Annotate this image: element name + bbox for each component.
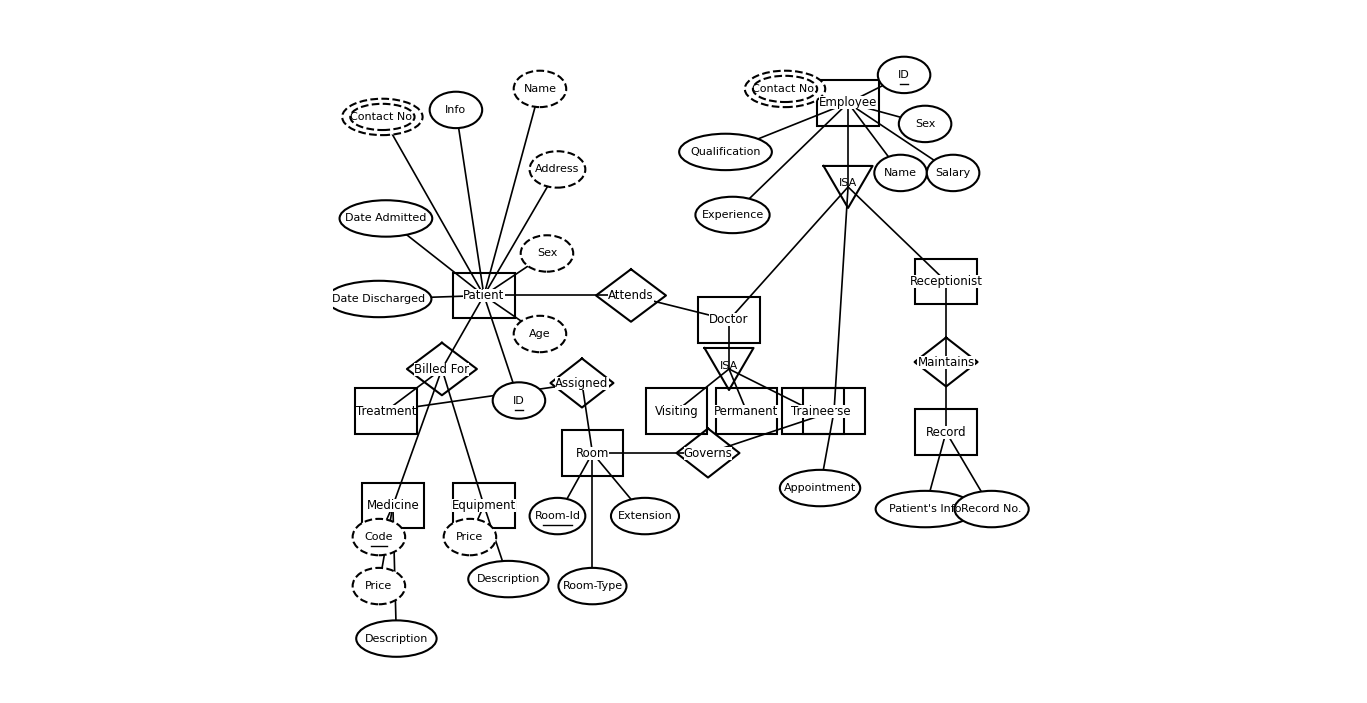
Text: Qualification: Qualification [690, 147, 761, 157]
Ellipse shape [927, 155, 979, 191]
Bar [804, 388, 865, 434]
Bar [645, 388, 707, 434]
Text: Contact No.: Contact No. [350, 112, 416, 122]
Text: Medicine: Medicine [366, 499, 420, 512]
Bar [716, 388, 778, 434]
Text: Record: Record [925, 425, 966, 439]
Ellipse shape [514, 71, 566, 107]
Ellipse shape [521, 236, 573, 271]
Text: Room-Id: Room-Id [534, 511, 581, 521]
Ellipse shape [357, 620, 436, 657]
Text: Employee: Employee [819, 96, 878, 110]
Text: Price: Price [365, 581, 392, 591]
Text: Record No.: Record No. [961, 504, 1023, 514]
Text: Doctor: Doctor [709, 314, 749, 326]
Ellipse shape [339, 200, 432, 237]
Text: Patient: Patient [463, 289, 504, 302]
Text: Contact No.: Contact No. [752, 84, 817, 94]
Ellipse shape [353, 568, 405, 605]
Text: Equipment: Equipment [452, 499, 517, 512]
Text: Billed For: Billed For [414, 363, 469, 375]
Ellipse shape [469, 561, 548, 598]
Ellipse shape [745, 71, 826, 107]
Text: Description: Description [477, 574, 540, 584]
Bar [355, 388, 417, 434]
Text: Treatment: Treatment [355, 404, 416, 418]
Text: Experience: Experience [701, 210, 764, 220]
Text: Extension: Extension [618, 511, 673, 521]
Text: Trainee: Trainee [791, 404, 835, 418]
Text: Name: Name [884, 168, 917, 178]
Ellipse shape [899, 105, 951, 142]
Text: ISA: ISA [839, 179, 857, 188]
Bar [782, 388, 843, 434]
Text: Room-Type: Room-Type [562, 581, 622, 591]
Ellipse shape [514, 316, 566, 352]
Ellipse shape [529, 498, 585, 534]
Text: Permanent: Permanent [715, 404, 779, 418]
Text: Visiting: Visiting [655, 404, 699, 418]
Text: ID: ID [513, 396, 525, 406]
Text: Date Discharged: Date Discharged [332, 294, 425, 304]
Ellipse shape [876, 491, 975, 527]
Bar [699, 297, 760, 343]
Text: Code: Code [365, 532, 394, 542]
Bar [916, 409, 977, 455]
Text: Room: Room [576, 446, 610, 460]
Text: Receptionist: Receptionist [909, 275, 983, 288]
Bar [452, 273, 515, 318]
Ellipse shape [878, 57, 931, 93]
Text: Maintains: Maintains [917, 356, 975, 368]
Bar [362, 483, 424, 529]
Ellipse shape [353, 519, 405, 555]
Ellipse shape [444, 519, 496, 555]
Ellipse shape [559, 568, 626, 605]
Text: Salary: Salary [935, 168, 971, 178]
Bar [562, 430, 623, 476]
Bar [452, 483, 515, 529]
Text: Assigned: Assigned [555, 377, 608, 389]
Ellipse shape [779, 470, 860, 506]
Bar [916, 259, 977, 304]
Ellipse shape [679, 134, 772, 170]
Ellipse shape [492, 382, 545, 419]
Text: Price: Price [457, 532, 484, 542]
Text: Sex: Sex [537, 248, 558, 259]
Text: Nurse: Nurse [816, 404, 852, 418]
Ellipse shape [954, 491, 1029, 527]
Ellipse shape [696, 197, 770, 233]
Text: ID: ID [898, 70, 910, 80]
Ellipse shape [611, 498, 679, 534]
Text: Address: Address [536, 165, 580, 174]
Bar [817, 80, 879, 126]
Text: Name: Name [524, 84, 556, 94]
Ellipse shape [342, 98, 422, 135]
Ellipse shape [429, 91, 483, 128]
Ellipse shape [875, 155, 927, 191]
Ellipse shape [529, 151, 585, 188]
Text: Appointment: Appointment [783, 483, 856, 493]
Text: ISA: ISA [720, 361, 738, 370]
Text: Governs: Governs [684, 446, 733, 460]
Text: Patient's Info: Patient's Info [889, 504, 961, 514]
Ellipse shape [327, 280, 432, 317]
Text: Age: Age [529, 329, 551, 339]
Text: Info: Info [446, 105, 466, 115]
Text: Sex: Sex [915, 119, 935, 129]
Text: Date Admitted: Date Admitted [346, 214, 427, 224]
Text: Attends: Attends [608, 289, 653, 302]
Text: Description: Description [365, 633, 428, 643]
